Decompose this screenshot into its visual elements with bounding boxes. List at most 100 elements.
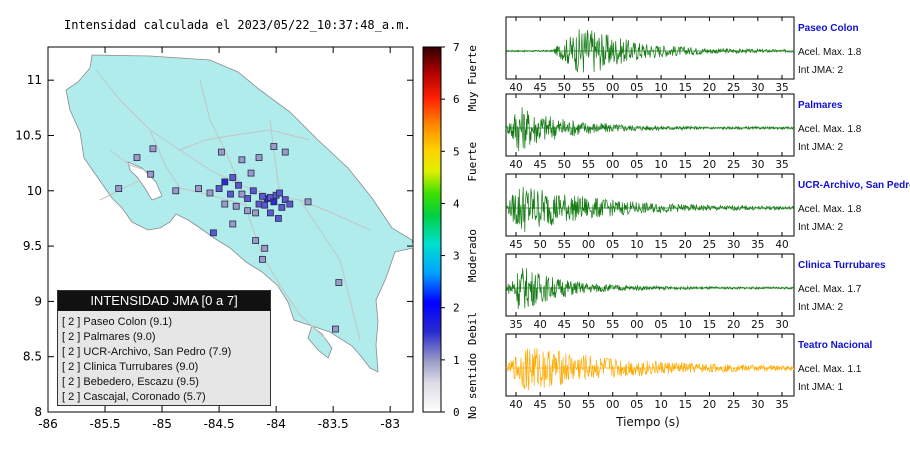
map-x-tick-label: -84.5 (204, 417, 235, 431)
waveform-tick-label: 55 (606, 319, 619, 331)
station-marker (275, 215, 282, 222)
map-y-tick-label: 10.5 (15, 128, 42, 142)
legend-item: [ 2 ] Clinica Turrubares (9.0) (62, 361, 199, 373)
colorbar (422, 46, 442, 413)
map-y-tick-label: 10 (27, 184, 42, 198)
waveform-tick-label: 40 (775, 239, 788, 251)
waveform-frame (505, 173, 795, 237)
waveform-trace (505, 186, 795, 233)
accel-max-label: Acel. Max. 1.1 (798, 364, 862, 375)
station-marker (172, 187, 180, 195)
station-marker (252, 237, 259, 244)
station-marker (286, 200, 294, 208)
waveform-tick-label: 10 (630, 239, 643, 251)
costa-rica-land (65, 54, 413, 373)
colorbar-tick-label: 3 (453, 250, 460, 263)
legend-item: [ 2 ] Paseo Colon (9.1) (62, 316, 173, 328)
waveform-tick-label: 00 (606, 399, 619, 411)
waveform-tick-label: 20 (703, 82, 716, 94)
waveform-tick-label: 25 (703, 239, 716, 251)
colorbar-tick-label: 0 (453, 406, 460, 419)
station-marker (304, 198, 312, 206)
colorbar-category-label: Muy Fuerte (466, 45, 479, 111)
map-y-tick-label: 11 (27, 73, 42, 87)
colorbar-category-label: No sentido (466, 353, 479, 419)
station-marker (270, 198, 278, 206)
waveform-tick-label: 10 (654, 399, 667, 411)
waveform-tick-label: 20 (703, 399, 716, 411)
station-marker (247, 169, 255, 177)
colorbar-category-label: Fuerte (466, 142, 479, 182)
station-name-label: UCR-Archivo, San Pedro (798, 180, 910, 191)
waveform-tick-label: 25 (727, 159, 740, 171)
station-marker (276, 189, 283, 197)
station-marker (267, 209, 274, 217)
accel-max-label: Acel. Max. 1.7 (798, 284, 862, 295)
road-network (95, 69, 371, 341)
int-jma-label: Int JMA: 2 (798, 65, 844, 76)
waveform-tick-label: 15 (679, 399, 692, 411)
waveform-tick-label: 45 (509, 239, 522, 251)
waveform-tick-label: 30 (751, 82, 764, 94)
waveform-tick-label: 50 (558, 399, 571, 411)
waveform-frame (505, 93, 795, 157)
waveform-tick-label: 45 (533, 82, 546, 94)
map-x-tick-label: -85 (152, 417, 172, 431)
station-marker (244, 195, 252, 202)
legend-list: [ 2 ] Paseo Colon (9.1) [ 2 ] Palmares (… (62, 315, 270, 405)
waveform-tick-label: 05 (630, 159, 643, 171)
station-marker (278, 203, 286, 211)
waveform-trace (506, 29, 795, 73)
waveform-tick-label: 10 (679, 319, 692, 331)
waveform-tick-label: 25 (727, 82, 740, 94)
station-marker (221, 200, 229, 208)
station-marker (255, 154, 263, 162)
waveform-tick-label: 30 (751, 399, 764, 411)
waveform-tick-label: 00 (606, 159, 619, 171)
map-y-tick-label: 9.5 (23, 239, 42, 253)
map-x-tick-label: -83.5 (318, 417, 349, 431)
legend-item: [ 2 ] Bebedero, Escazu (9.5) (62, 376, 199, 388)
colorbar-tick-label: 5 (453, 145, 460, 158)
waveform-tick-label: 20 (679, 239, 692, 251)
waveform-tick-label: 25 (727, 399, 740, 411)
waveform-tick-label: 05 (654, 319, 667, 331)
waveform-panel: 40 45 50 55 00 05 10 15 20 25 30 35 (505, 93, 795, 171)
map-title: Intensidad calculada el 2023/05/22_10:37… (64, 18, 411, 32)
colorbar-tick-label: 1 (453, 354, 460, 367)
map-y-tick-label: 8.5 (23, 350, 42, 364)
station-marker (255, 200, 263, 208)
station-marker (281, 148, 289, 156)
waveform-tick-label: 05 (606, 239, 619, 251)
station-marker (238, 156, 246, 164)
station-marker (332, 325, 339, 333)
waveform-tick-label: 10 (654, 82, 667, 94)
station-marker (217, 148, 225, 156)
station-name-label: Teatro Nacional (798, 340, 873, 351)
waveform-tick-label: 30 (751, 159, 764, 171)
station-marker (335, 279, 343, 286)
station-marker (252, 209, 259, 217)
waveform-tick-label: 55 (582, 159, 595, 171)
station-marker (249, 187, 257, 195)
waveform-tick-label: 45 (533, 159, 546, 171)
station-marker (259, 192, 266, 200)
waveform-panel: 40 45 50 55 00 05 10 15 20 25 30 35 (505, 333, 795, 411)
waveform-tick-label: 55 (558, 239, 571, 251)
colorbar-category-label: Debil (466, 312, 479, 345)
waveform-tick-label: 45 (533, 399, 546, 411)
colorbar-tick-label: 7 (453, 41, 460, 54)
intensity-legend: INTENSIDAD JMA [0 a 7] [ 2 ] Paseo Colon… (57, 290, 271, 406)
station-marker (133, 154, 141, 162)
waveform-tick-label: 40 (533, 319, 546, 331)
waveform-tick-label: 15 (703, 319, 716, 331)
waveform-frame (505, 253, 795, 317)
map-x-tick-label: -84 (266, 417, 286, 431)
colorbar-category-label: Moderado (466, 229, 479, 282)
waveform-tick-label: 50 (582, 319, 595, 331)
colorbar-tick-label: 6 (453, 93, 460, 106)
waveform-trace (505, 268, 795, 310)
station-marker (232, 202, 240, 210)
station-marker (244, 207, 252, 215)
